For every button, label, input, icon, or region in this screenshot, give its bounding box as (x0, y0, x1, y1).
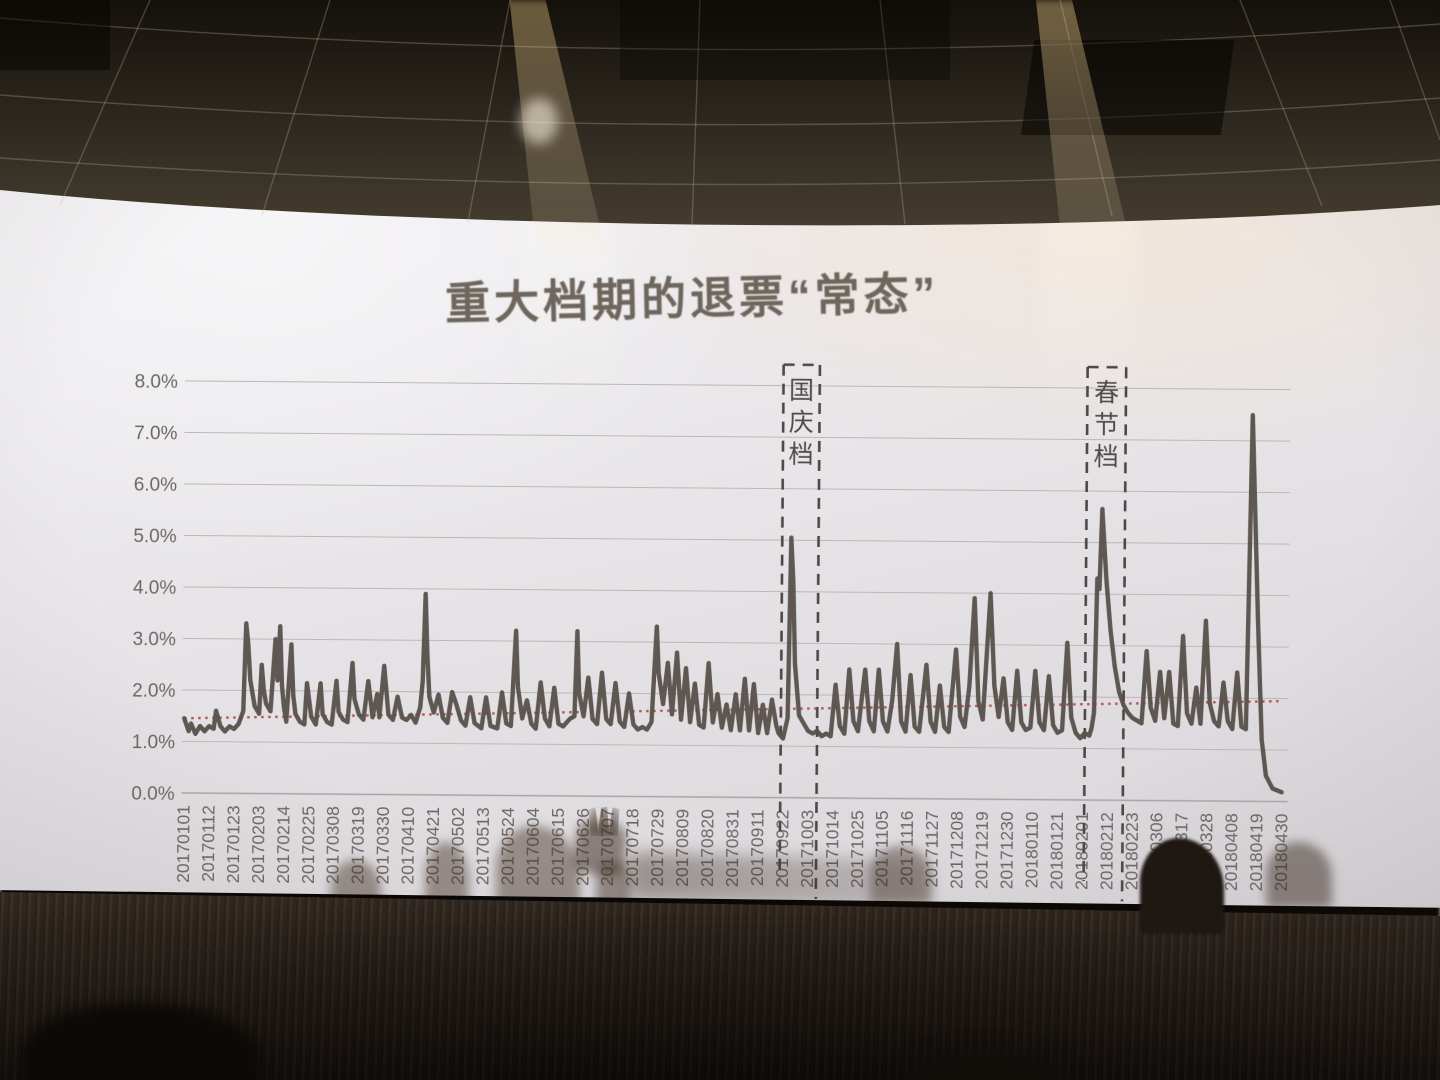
gridline (181, 792, 1288, 803)
ceiling-grid-lines (0, 0, 1440, 227)
y-axis-labels: 8.0% 7.0% 6.0% 5.0% 4.0% 3.0% 2.0% 1.0% 0.0% (131, 372, 178, 805)
x-axis-label: 20171116 (897, 811, 918, 886)
ceiling-dark-panel (620, 0, 950, 80)
y-axis-label: 6.0% (134, 475, 178, 496)
annotation-label-char: 档 (788, 441, 813, 469)
x-axis-label: 20180212 (1096, 812, 1117, 890)
x-axis-label: 20170911 (747, 809, 768, 886)
x-axis-labels: 20170101 20170112 20170123 20170203 20170214… (173, 805, 1292, 892)
x-axis-label: 20170922 (772, 810, 793, 888)
x-axis-label: 20171003 (797, 810, 818, 888)
x-axis-label: 20170410 (398, 806, 419, 884)
dashed-line (1120, 367, 1128, 902)
x-axis-label: 20170319 (348, 806, 369, 884)
x-axis-label: 20180419 (1246, 813, 1267, 891)
x-axis-label: 20170604 (522, 807, 543, 885)
x-axis-label: 20170225 (298, 806, 319, 884)
gridline (184, 380, 1291, 391)
x-axis-label: 20170502 (447, 807, 468, 885)
gridline (183, 586, 1290, 597)
x-axis-label: 20170820 (697, 809, 718, 887)
x-axis-label: 20180201 (1071, 812, 1092, 890)
x-axis-label: 20171127 (922, 811, 943, 888)
projection-screen (0, 150, 1440, 940)
gridline (184, 431, 1291, 442)
y-axis-label: 0.0% (131, 784, 175, 805)
ceiling-vent (0, 0, 110, 70)
screen-vignette (0, 150, 1440, 940)
x-axis-label: 20170615 (547, 808, 568, 886)
x-axis-label: 20171025 (847, 810, 868, 888)
y-axis-label: 1.0% (132, 732, 176, 753)
x-axis-label: 20170330 (373, 806, 394, 884)
x-axis-label: 20171219 (971, 811, 992, 889)
audience-head-shadow (870, 846, 932, 904)
x-axis-label: 20180121 (1046, 812, 1067, 890)
national-day-window: 国庆档 (778, 363, 822, 899)
ceiling-vent (1021, 40, 1235, 135)
dashed-line (1082, 367, 1089, 882)
y-axis-label: 3.0% (132, 629, 176, 650)
x-axis-label: 20170831 (722, 809, 743, 887)
annotation-label-char: 档 (1094, 443, 1119, 471)
x-axis-label: 20170524 (497, 807, 518, 885)
annotation-label-char: 节 (1094, 411, 1119, 439)
x-axis-label: 20170123 (223, 805, 244, 883)
x-axis-label: 20171230 (996, 811, 1017, 889)
refund-rate-line (182, 412, 1284, 795)
annotation-label-char: 庆 (789, 409, 814, 437)
audience-head-shadow (1266, 842, 1332, 908)
audience-head (1140, 838, 1224, 934)
x-axis-label: 20171014 (822, 810, 843, 888)
x-axis-label: 20170101 (173, 805, 194, 883)
light-streak (520, 185, 615, 425)
gridline (182, 740, 1289, 751)
average-trend-line (184, 699, 1283, 720)
annotation-label-char: 春 (1094, 379, 1119, 407)
x-axis-label: 20180110 (1021, 811, 1042, 888)
gridline (182, 637, 1289, 648)
x-axis-label: 20180408 (1221, 813, 1242, 891)
annotation-label-char: 国 (789, 377, 814, 405)
x-axis-label: 20170513 (472, 807, 493, 885)
y-axis-label: 2.0% (132, 681, 176, 702)
y-axis-label: 7.0% (134, 423, 178, 444)
x-axis-label: 20180223 (1121, 812, 1142, 890)
dashed-line (814, 364, 822, 899)
lens-flare (520, 98, 558, 144)
x-axis-label: 20170421 (422, 807, 443, 885)
y-axis-label: 8.0% (134, 372, 178, 393)
spring-festival-window: 春节档 (1082, 365, 1128, 902)
x-axis-label: 20170112 (198, 805, 219, 882)
x-axis-label: 20171105 (872, 810, 893, 887)
x-axis-label: 20170729 (647, 809, 668, 887)
y-axis-label: 5.0% (133, 526, 177, 547)
x-axis-label: 20170203 (248, 805, 269, 883)
x-axis-label: 20171208 (946, 811, 967, 889)
dashed-line (778, 364, 785, 879)
x-axis-label: 20170214 (273, 805, 294, 883)
x-axis-label: 20170809 (672, 809, 693, 887)
x-axis-label: 20170308 (323, 806, 344, 884)
ceiling (0, 0, 1440, 227)
gridline (184, 483, 1291, 494)
light-streak (1040, 185, 1135, 425)
y-axis-label: 4.0% (133, 578, 177, 599)
